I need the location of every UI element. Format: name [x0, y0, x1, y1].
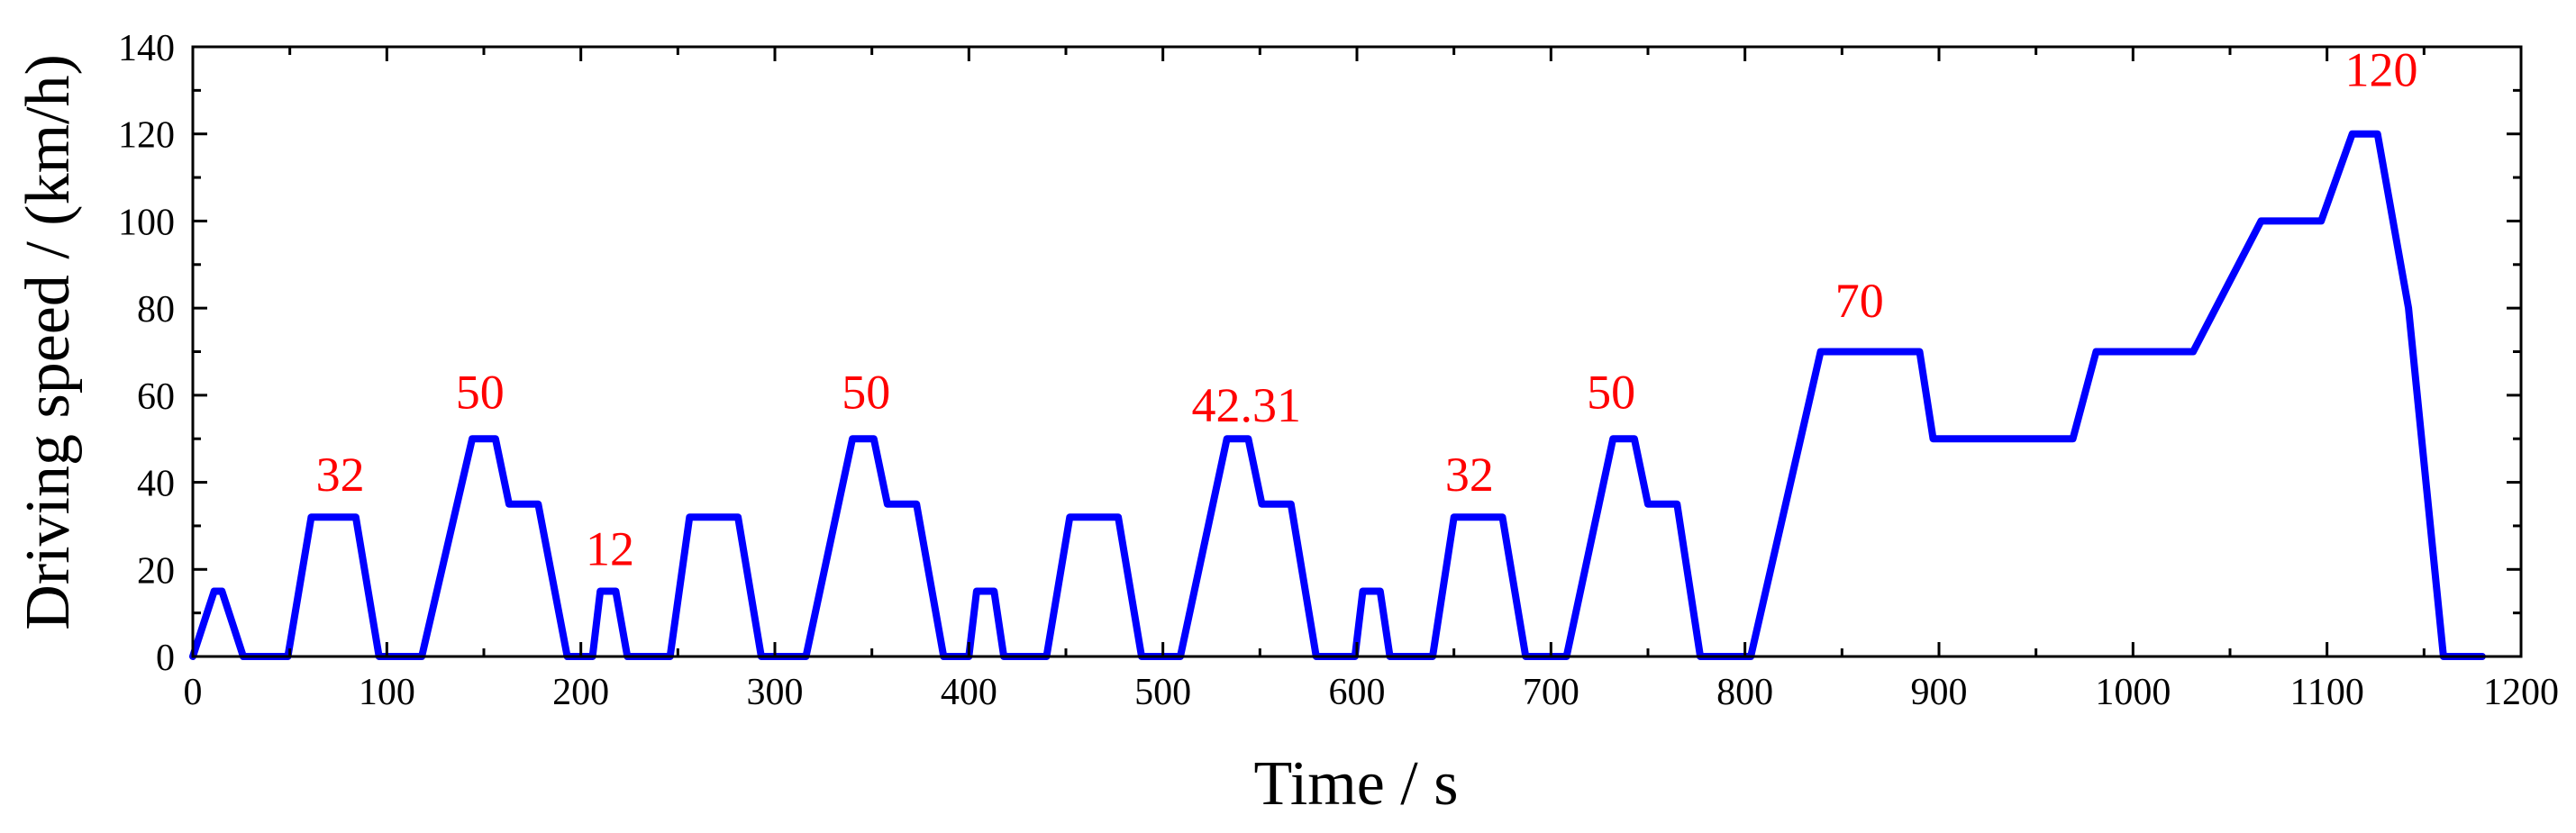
x-tick-label: 100: [359, 672, 415, 713]
y-axis-title: Driving speed / (km/h): [14, 54, 83, 630]
speed-annotation: 32: [316, 448, 365, 502]
y-tick-label: 100: [118, 202, 175, 243]
speed-annotation: 12: [586, 521, 634, 575]
x-tick-label: 200: [552, 672, 609, 713]
speed-annotation: 50: [842, 365, 890, 419]
x-tick-label: 800: [1716, 672, 1773, 713]
x-tick-label: 0: [184, 672, 203, 713]
x-tick-label: 900: [1911, 672, 1968, 713]
x-axis-title: Time / s: [1254, 749, 1459, 819]
y-tick-label: 0: [156, 638, 175, 679]
speed-annotation: 50: [1587, 365, 1635, 419]
x-tick-label: 1100: [2289, 672, 2363, 713]
x-tick-label: 500: [1134, 672, 1191, 713]
speed-annotation: 32: [1445, 448, 1494, 502]
y-tick-label: 40: [137, 464, 175, 505]
x-tick-label: 700: [1523, 672, 1579, 713]
y-tick-label: 20: [137, 550, 175, 592]
series-line-0: [189, 130, 2486, 660]
x-tick-label: 1200: [2483, 672, 2559, 713]
chart-marks: 0 100 200 300 400 500 600 700 800 900 1000 1100 1200…: [118, 28, 2559, 713]
x-tick-label: 300: [747, 672, 804, 713]
y-tick-label: 60: [137, 376, 175, 418]
y-tick-label: 80: [137, 289, 175, 330]
y-tick-label: 120: [118, 115, 175, 157]
speed-annotation: 50: [456, 365, 505, 419]
x-tick-label: 600: [1329, 672, 1386, 713]
speed-annotation: 70: [1835, 274, 1884, 328]
speed-annotation: 42.31: [1192, 378, 1302, 432]
y-tick-label: 140: [118, 28, 175, 69]
x-tick-label: 1000: [2095, 672, 2171, 713]
speed-annotation: 120: [2344, 43, 2417, 97]
x-tick-label: 400: [941, 672, 997, 713]
